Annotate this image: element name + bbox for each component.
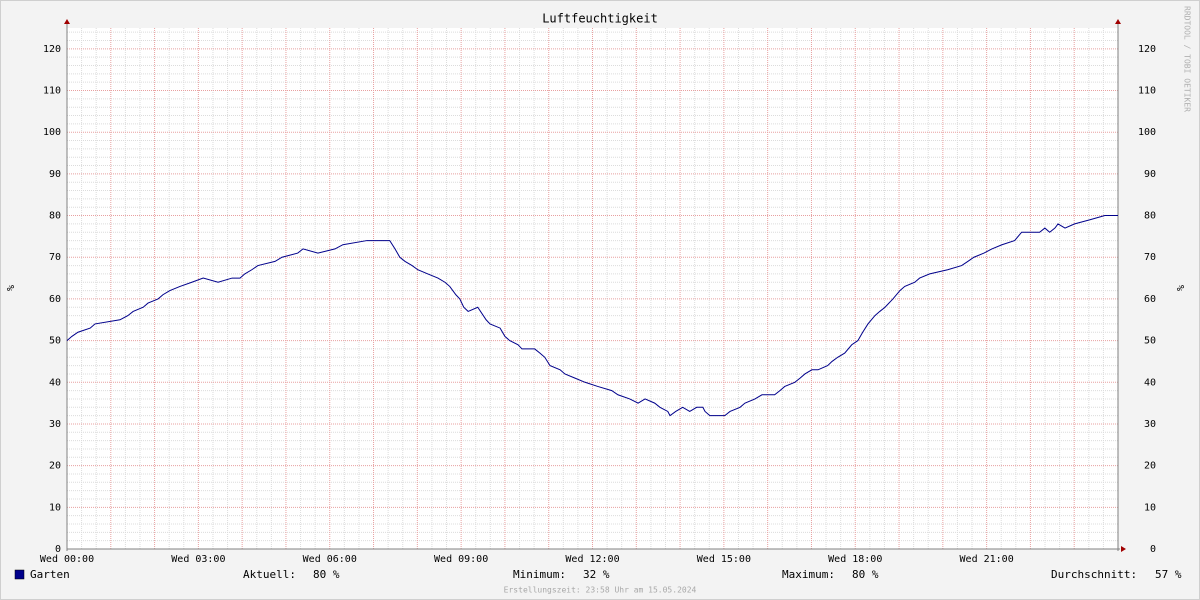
y2-tick-label: 60 [1144,294,1156,305]
y2-tick-label: 20 [1144,461,1156,472]
x-tick-label: Wed 06:00 [303,554,357,565]
y2-tick-label: 70 [1144,252,1156,263]
y-tick-label: 100 [43,127,61,138]
x-tick-label: Wed 09:00 [434,554,488,565]
x-tick-label: Wed 21:00 [960,554,1014,565]
legend-swatch [14,569,25,580]
y-tick-label: 20 [49,461,61,472]
y2-tick-label: 90 [1144,169,1156,180]
legend-stat-label: Aktuell: [243,568,296,581]
y-tick-label: 80 [49,211,61,222]
y-tick-label: 10 [49,502,61,513]
y2-tick-label: 120 [1138,44,1156,55]
y-tick-label: 0 [55,544,61,555]
legend-stat-label: Minimum: [513,568,566,581]
axis-arrow [1121,546,1126,552]
y2-axis-label: % [1174,285,1185,291]
y-tick-label: 50 [49,336,61,347]
y2-tick-label: 30 [1144,419,1156,430]
chart-title: Luftfeuchtigkeit [542,12,658,26]
axis-arrow [1115,19,1121,24]
x-tick-label: Wed 12:00 [565,554,619,565]
x-tick-label: Wed 15:00 [697,554,751,565]
y-tick-label: 70 [49,252,61,263]
y2-tick-label: 50 [1144,336,1156,347]
y-axis-label: % [4,285,15,291]
y2-tick-label: 80 [1144,211,1156,222]
watermark: RRDTOOL / TOBI OETIKER [1183,6,1192,112]
y2-tick-label: 110 [1138,86,1156,97]
legend-stat-value: 80 % [313,568,340,581]
y2-tick-label: 0 [1150,544,1156,555]
x-tick-label: Wed 03:00 [171,554,225,565]
legend-stat-label: Maximum: [782,568,835,581]
y-tick-label: 110 [43,86,61,97]
x-tick-label: Wed 00:00 [40,554,94,565]
y2-tick-label: 100 [1138,127,1156,138]
y-tick-label: 120 [43,44,61,55]
legend-stat-value: 57 % [1155,568,1182,581]
data-line [66,215,1118,417]
legend-stat-label: Durchschnitt: [1051,568,1137,581]
legend-stat-value: 80 % [852,568,879,581]
y2-tick-label: 10 [1144,502,1156,513]
axis-arrow [64,19,70,24]
legend-label: Garten [30,568,70,581]
legend-stat-value: 32 % [583,568,610,581]
footer: Erstellungszeit: 23:58 Uhr am 15.05.2024 [504,586,697,595]
x-tick-label: Wed 18:00 [828,554,882,565]
y-tick-label: 40 [49,377,61,388]
y-tick-label: 90 [49,169,61,180]
y-tick-label: 60 [49,294,61,305]
y-tick-label: 30 [49,419,61,430]
y2-tick-label: 40 [1144,377,1156,388]
